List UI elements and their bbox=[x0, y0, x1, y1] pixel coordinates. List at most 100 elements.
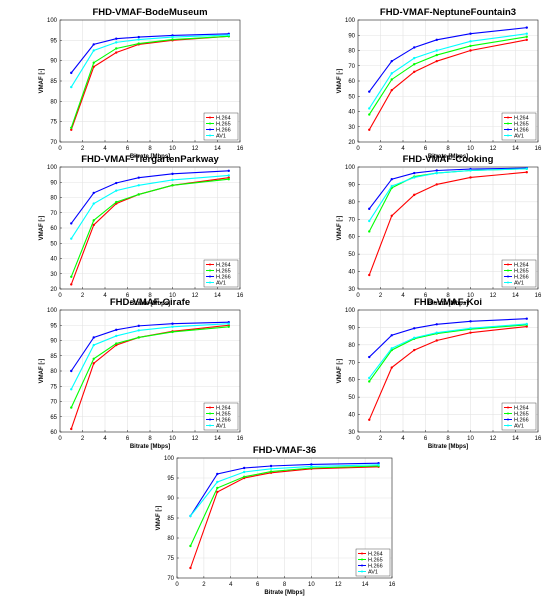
legend-marker bbox=[507, 412, 509, 415]
legend-marker bbox=[209, 412, 211, 415]
chart-1: 0 2 4 6 8 10 12 14 16 70 75 80 85 90 95 100 FHD-VMAF-Bod… bbox=[39, 7, 244, 160]
data-point bbox=[70, 85, 73, 89]
y-tick-label: 70 bbox=[50, 400, 57, 406]
data-point bbox=[115, 47, 118, 50]
y-tick-label: 100 bbox=[47, 165, 58, 171]
plot-border bbox=[59, 309, 241, 433]
x-tick-label: 6 bbox=[424, 436, 428, 442]
data-point bbox=[390, 184, 393, 188]
chart-2: 0 2 4 6 8 10 12 14 16 20 30 40 50 60 70 80 90 100 FHD-VMAF… bbox=[337, 7, 542, 160]
y-tick-label: 75 bbox=[167, 556, 174, 562]
legend-label: H.264 bbox=[216, 263, 231, 269]
y-axis-label: VMAF [-] bbox=[337, 69, 343, 94]
x-tick-label: 2 bbox=[379, 436, 383, 442]
y-tick-label: 80 bbox=[50, 196, 57, 202]
data-point bbox=[413, 336, 416, 340]
x-tick-label: 12 bbox=[192, 436, 199, 442]
legend-label: H.266 bbox=[216, 275, 231, 281]
data-point bbox=[435, 53, 438, 57]
data-point bbox=[137, 336, 140, 339]
y-tick-label: 100 bbox=[345, 18, 356, 24]
y-tick-label: 60 bbox=[348, 378, 355, 384]
data-point bbox=[377, 463, 380, 466]
x-tick-label: 0 bbox=[58, 293, 62, 299]
data-point bbox=[390, 59, 393, 63]
y-tick-label: 90 bbox=[50, 180, 57, 186]
data-point bbox=[435, 38, 438, 42]
x-tick-label: 4 bbox=[103, 293, 107, 299]
x-tick-label: 12 bbox=[490, 293, 497, 299]
data-point bbox=[469, 327, 472, 330]
y-tick-label: 60 bbox=[348, 235, 355, 241]
x-tick-label: 8 bbox=[148, 293, 152, 299]
legend-label: H.265 bbox=[216, 122, 231, 128]
data-point bbox=[310, 465, 313, 468]
data-point bbox=[469, 176, 472, 179]
y-tick-label: 30 bbox=[348, 125, 355, 131]
data-point bbox=[390, 88, 393, 92]
data-point bbox=[435, 169, 438, 172]
legend-marker bbox=[507, 275, 509, 278]
y-tick-label: 60 bbox=[50, 430, 57, 436]
legend-marker bbox=[209, 269, 211, 272]
legend-label: AV1 bbox=[368, 570, 378, 576]
data-point bbox=[227, 325, 230, 328]
y-tick-label: 60 bbox=[50, 226, 57, 232]
series-line-h265 bbox=[368, 36, 527, 115]
data-point bbox=[92, 65, 95, 68]
series-line-av1 bbox=[70, 174, 229, 239]
data-point bbox=[390, 214, 393, 217]
legend-label: H.265 bbox=[514, 269, 529, 275]
legend-marker bbox=[209, 406, 211, 409]
data-point bbox=[70, 275, 73, 278]
legend-label: H.266 bbox=[216, 128, 231, 134]
data-point bbox=[171, 35, 174, 39]
data-point bbox=[469, 40, 472, 43]
legend-label: H.264 bbox=[216, 116, 231, 122]
x-tick-label: 2 bbox=[81, 436, 85, 442]
x-tick-label: 16 bbox=[535, 293, 542, 299]
series-line-h264 bbox=[70, 35, 229, 130]
legend-marker bbox=[507, 134, 509, 137]
data-point bbox=[435, 49, 438, 52]
data-point bbox=[115, 334, 118, 338]
data-point bbox=[390, 366, 393, 369]
x-axis-label: Bitrate [Mbps] bbox=[130, 154, 170, 160]
data-point bbox=[216, 480, 219, 484]
x-tick-label: 14 bbox=[214, 436, 221, 442]
y-tick-label: 80 bbox=[348, 49, 355, 55]
legend-label: H.266 bbox=[514, 128, 529, 134]
series-line-h264 bbox=[368, 171, 527, 276]
series-line-av1 bbox=[70, 323, 229, 390]
series-line-h265 bbox=[189, 465, 379, 547]
data-point bbox=[413, 176, 416, 179]
chart-5: 0 2 4 6 8 10 12 14 16 60 65 70 75 80 85 90 95 100 FHD-VMAF… bbox=[39, 297, 244, 450]
data-point bbox=[115, 342, 118, 345]
chart-title: FHD-VMAF-TiergartenParkway bbox=[81, 154, 219, 165]
data-point bbox=[227, 169, 230, 173]
data-point bbox=[310, 463, 313, 466]
legend-label: H.266 bbox=[514, 418, 529, 424]
y-tick-label: 80 bbox=[348, 343, 355, 349]
legend-label: AV1 bbox=[216, 134, 226, 140]
y-tick-label: 75 bbox=[50, 120, 57, 126]
x-tick-label: 2 bbox=[81, 293, 85, 299]
y-axis-label: VMAF [-] bbox=[337, 359, 343, 384]
x-tick-label: 16 bbox=[389, 582, 396, 588]
legend-label: H.265 bbox=[216, 269, 231, 275]
data-point bbox=[368, 376, 371, 380]
data-point bbox=[92, 43, 95, 46]
series-line-h265 bbox=[70, 35, 229, 128]
legend-label: H.264 bbox=[216, 406, 231, 412]
data-point bbox=[413, 46, 416, 49]
series-line-av1 bbox=[368, 168, 527, 222]
y-tick-label: 40 bbox=[348, 110, 355, 116]
y-tick-label: 50 bbox=[348, 252, 355, 258]
x-tick-label: 12 bbox=[192, 293, 199, 299]
data-point bbox=[469, 49, 472, 52]
data-point bbox=[115, 181, 118, 185]
plot-border bbox=[59, 19, 241, 143]
legend-marker bbox=[507, 424, 509, 427]
